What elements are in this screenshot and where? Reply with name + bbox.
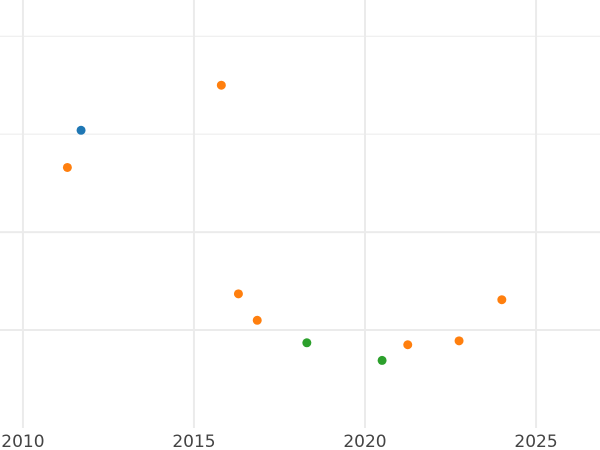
data-point [76,125,86,135]
data-point [216,80,226,90]
data-point [302,338,312,348]
x-tick-label: 2015 [172,432,215,450]
x-tick-label: 2025 [514,432,557,450]
data-point [497,295,507,305]
data-point [233,289,243,299]
data-point [377,355,387,365]
x-tick-label: 2010 [1,432,44,450]
data-points [62,80,507,365]
data-point [62,162,72,172]
x-tick-label: 2020 [343,432,386,450]
data-point [454,336,464,346]
gridlines [0,0,600,428]
data-point [252,315,262,325]
x-tick-labels: 2010 2015 2020 2025 [1,432,557,450]
data-point [403,340,413,350]
